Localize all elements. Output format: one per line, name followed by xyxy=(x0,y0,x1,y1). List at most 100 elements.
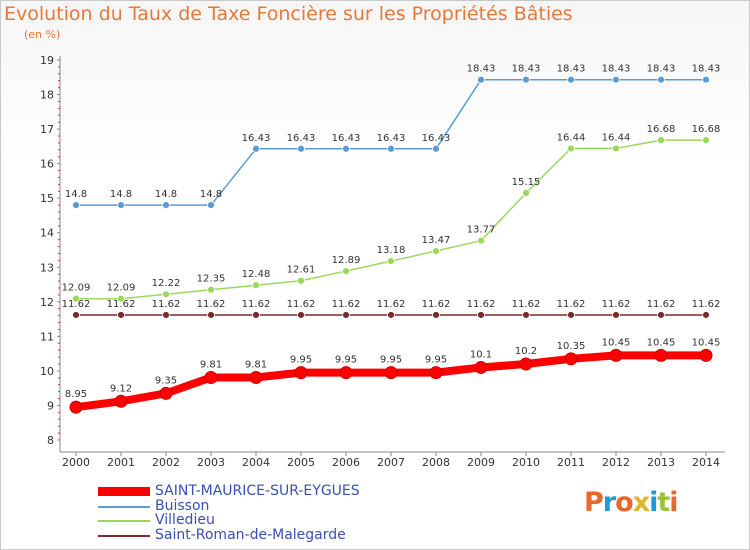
data-label: 15.15 xyxy=(512,177,541,188)
series-point-1 xyxy=(162,201,170,209)
series-point-2 xyxy=(162,290,170,299)
data-label: 14.8 xyxy=(110,189,132,200)
series-point-0 xyxy=(69,400,83,414)
series-point-3 xyxy=(207,311,215,319)
data-label: 11.62 xyxy=(467,299,496,310)
data-label: 11.62 xyxy=(197,299,226,310)
y-tick-label: 11 xyxy=(40,330,54,343)
y-tick-label: 9 xyxy=(47,399,54,412)
data-label: 16.43 xyxy=(422,133,451,144)
series-point-2 xyxy=(342,267,350,275)
series-line-2 xyxy=(76,139,706,300)
series-point-0 xyxy=(159,386,173,400)
series-point-1 xyxy=(702,75,710,84)
data-label: 16.68 xyxy=(647,124,676,135)
y-tick-label: 10 xyxy=(40,365,54,378)
data-label: 12.22 xyxy=(152,278,181,289)
data-label: 12.48 xyxy=(242,269,271,280)
series-point-3 xyxy=(252,311,260,319)
series-point-3 xyxy=(387,311,395,319)
data-label: 13.47 xyxy=(422,235,451,246)
data-label: 10.45 xyxy=(692,337,721,348)
data-label: 12.09 xyxy=(107,283,136,294)
data-label: 9.95 xyxy=(290,355,312,366)
series-point-3 xyxy=(342,311,350,319)
data-label: 11.62 xyxy=(602,299,631,310)
x-tick-label: 2007 xyxy=(377,456,405,469)
data-label: 10.45 xyxy=(602,337,631,348)
series-point-0 xyxy=(474,360,488,374)
series-point-1 xyxy=(72,201,80,209)
series-point-1 xyxy=(342,144,350,153)
data-label: 9.95 xyxy=(335,355,357,366)
data-label: 16.44 xyxy=(557,132,586,143)
series-point-0 xyxy=(384,366,398,380)
data-label: 16.43 xyxy=(287,133,316,144)
series-point-0 xyxy=(564,352,578,366)
series-point-2 xyxy=(297,276,305,285)
data-label: 12.61 xyxy=(287,265,316,276)
series-point-0 xyxy=(429,366,443,380)
series-point-3 xyxy=(567,311,575,319)
data-label: 12.89 xyxy=(332,255,361,266)
data-label: 8.95 xyxy=(65,389,87,400)
series-point-3 xyxy=(162,311,170,319)
data-label: 10.1 xyxy=(470,349,492,360)
series-point-3 xyxy=(522,311,530,319)
x-tick-label: 2011 xyxy=(557,456,585,469)
series-point-1 xyxy=(612,75,620,84)
series-point-2 xyxy=(612,144,620,153)
data-label: 11.62 xyxy=(422,299,451,310)
chart-title: Evolution du Taux de Taxe Foncière sur l… xyxy=(4,3,573,25)
data-label: 18.43 xyxy=(557,64,586,75)
series-point-0 xyxy=(339,366,353,380)
data-label: 11.62 xyxy=(287,299,316,310)
series-point-2 xyxy=(432,247,440,255)
x-tick-label: 2013 xyxy=(647,456,675,469)
logo-letter: i xyxy=(669,487,678,518)
data-label: 9.12 xyxy=(110,383,132,394)
series-point-2 xyxy=(522,189,530,197)
x-tick-label: 2005 xyxy=(287,456,315,469)
data-label: 13.77 xyxy=(467,225,496,236)
series-point-0 xyxy=(249,370,263,384)
series-point-1 xyxy=(207,201,215,209)
series-point-3 xyxy=(72,311,80,319)
data-label: 18.43 xyxy=(692,64,721,75)
data-label: 14.8 xyxy=(65,189,87,200)
data-label: 18.43 xyxy=(512,64,541,75)
series-point-3 xyxy=(477,311,485,319)
series-point-3 xyxy=(702,311,710,319)
y-tick-label: 8 xyxy=(47,434,54,447)
data-label: 14.8 xyxy=(155,189,177,200)
series-point-3 xyxy=(657,311,665,319)
legend-label: Saint-Roman-de-Malegarde xyxy=(155,526,346,543)
y-tick-label: 18 xyxy=(40,89,54,102)
legend-label: Buisson xyxy=(155,497,210,514)
data-label: 9.81 xyxy=(245,359,267,370)
series-point-0 xyxy=(654,348,668,362)
data-label: 9.81 xyxy=(200,359,222,370)
legend-swatch xyxy=(98,487,150,496)
legend-swatch xyxy=(98,505,150,508)
data-label: 16.44 xyxy=(602,132,631,143)
data-label: 16.68 xyxy=(692,124,721,135)
x-tick-label: 2008 xyxy=(422,456,450,469)
legend-label: Villedieu xyxy=(155,512,215,528)
x-tick-label: 2001 xyxy=(107,456,135,469)
series-point-2 xyxy=(252,281,260,290)
y-tick-label: 12 xyxy=(40,296,54,309)
x-tick-label: 2003 xyxy=(197,456,225,469)
series-point-3 xyxy=(612,311,620,319)
series-point-2 xyxy=(657,136,665,145)
series-point-2 xyxy=(72,294,80,303)
series-point-0 xyxy=(204,370,218,384)
data-label: 10.2 xyxy=(515,346,537,357)
series-point-1 xyxy=(117,201,125,209)
data-label: 18.43 xyxy=(467,64,496,75)
series-point-1 xyxy=(297,144,305,153)
proxiti-logo: Proxiti xyxy=(584,487,679,518)
x-tick-label: 2002 xyxy=(152,456,180,469)
series-point-2 xyxy=(567,144,575,153)
